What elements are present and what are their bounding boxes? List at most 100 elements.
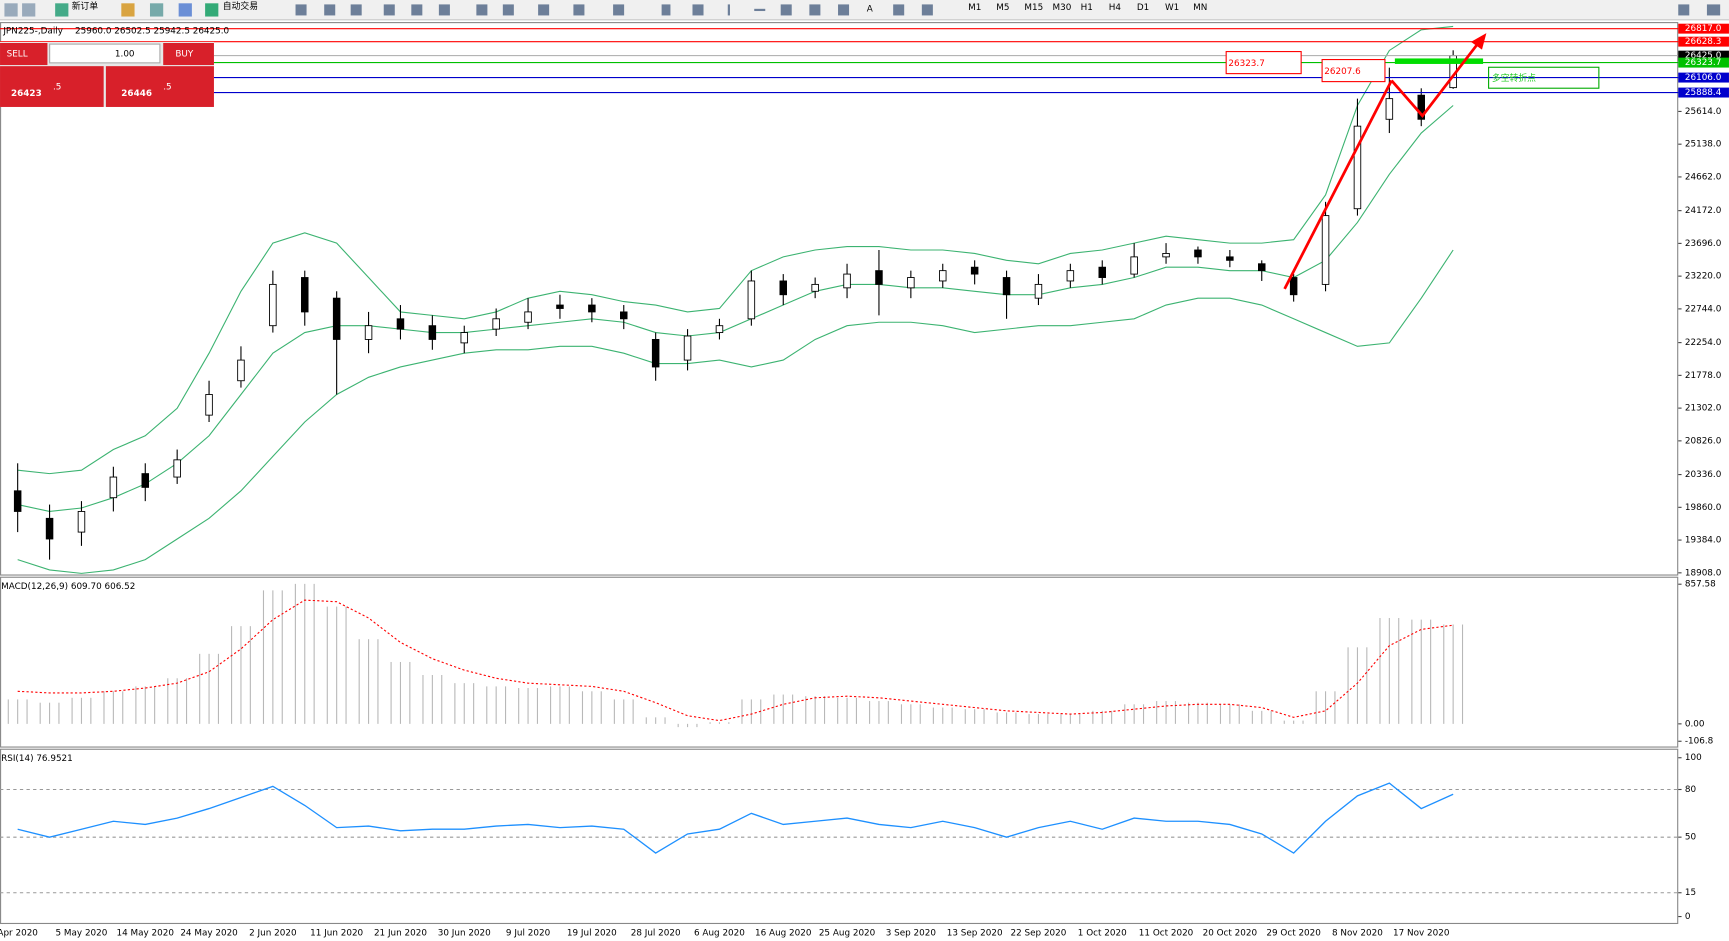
rsi-panel (0, 748, 1679, 925)
candle-body (907, 277, 915, 289)
x-tick-label: 28 Jul 2020 (631, 928, 681, 938)
arrow-head (1470, 33, 1487, 50)
candle-body (1130, 256, 1138, 275)
candle-body (45, 517, 54, 540)
icon[interactable] (55, 3, 69, 17)
timeframe[interactable]: M15 (1024, 3, 1043, 13)
x-tick-label: 5 May 2020 (56, 928, 108, 938)
lot-value[interactable]: 1.00 (115, 50, 135, 60)
rsi-line (17, 782, 1454, 854)
sell-price-box[interactable] (0, 66, 104, 107)
candle-body (970, 266, 979, 275)
candle-body (1034, 283, 1043, 299)
sell-button[interactable] (0, 43, 48, 66)
y-tick-label: 25614.0 (1685, 107, 1722, 117)
annotation: 26323.7 (1228, 59, 1264, 69)
candle-body (77, 511, 86, 533)
timeframe[interactable]: M30 (1053, 3, 1072, 13)
candle-body (651, 339, 660, 368)
y-tick-label: 20336.0 (1685, 470, 1722, 480)
x-tick-label: 13 Sep 2020 (947, 928, 1003, 938)
x-tick-label: 21 Jun 2020 (374, 928, 427, 938)
timeframe[interactable]: M5 (996, 3, 1009, 13)
candle-body (237, 359, 245, 382)
y-tick-label: 25138.0 (1685, 140, 1722, 150)
macd-title: MACD(12,26,9) 609.70 606.52 (1, 582, 135, 592)
candle-body (205, 394, 213, 416)
candle-body (1066, 270, 1075, 282)
candle-body (683, 335, 692, 361)
auto-trade[interactable]: 自动交易 (223, 0, 258, 12)
icon[interactable] (4, 3, 18, 17)
candle-body (779, 280, 788, 296)
candle-body (875, 270, 883, 285)
timeframe[interactable]: H1 (1081, 3, 1093, 13)
buy-price-box[interactable] (105, 66, 214, 107)
timeframe[interactable]: D1 (1137, 3, 1149, 13)
lot-field[interactable] (49, 43, 161, 64)
macd-chart: 857.58 0.00 -106.8 (7, 580, 1716, 747)
buy-button[interactable] (163, 43, 214, 66)
x-tick-label: Apr 2020 (0, 928, 38, 938)
macd-panel (0, 576, 1679, 748)
candle-body (843, 273, 851, 289)
candle-body (588, 304, 596, 313)
sell-price-frac: .5 (53, 83, 61, 93)
icon[interactable] (149, 3, 164, 17)
rsi-chart: 0 15 50 80 100 (0, 753, 1702, 922)
x-tick-label: 14 May 2020 (117, 928, 175, 938)
x-tick-label: 20 Oct 2020 (1203, 928, 1258, 938)
y-tick-label: 22254.0 (1685, 338, 1722, 348)
candle-body (173, 459, 181, 478)
y-tick-label: 50 (1685, 833, 1697, 843)
new-order[interactable]: 新订单 (72, 0, 99, 12)
x-tick-label: 9 Jul 2020 (506, 928, 551, 938)
y-tick-label: 0.00 (1685, 719, 1705, 729)
timeframes: M1 M5 M15 M30 H1 H4 D1 W1 MN (968, 3, 1207, 13)
icon[interactable] (205, 3, 219, 17)
timeframe[interactable]: W1 (1165, 3, 1179, 13)
annotation-box (1321, 59, 1386, 83)
candle-body (1226, 256, 1234, 261)
candle-body (1162, 253, 1170, 258)
candle-body (109, 476, 118, 499)
y-tick-label: 19860.0 (1685, 503, 1722, 513)
candle-body (1417, 94, 1425, 120)
x-tick-label: 24 May 2020 (180, 928, 238, 938)
x-tick-label: 16 Aug 2020 (755, 928, 812, 938)
sell-price: 26423 (11, 89, 42, 99)
level-tag (1678, 57, 1729, 68)
icon[interactable] (121, 3, 135, 17)
buy-price: 26446 (121, 89, 152, 99)
level-label: 25888.4 (1685, 88, 1722, 98)
icon[interactable] (178, 3, 192, 17)
toolbar-icons (295, 4, 1721, 16)
y-tick-label: 24662.0 (1685, 172, 1722, 182)
timeframe[interactable]: H4 (1109, 3, 1122, 13)
timeframe[interactable]: M1 (968, 3, 981, 13)
icon[interactable] (22, 3, 36, 17)
x-tick-label: 17 Nov 2020 (1393, 928, 1450, 938)
y-tick-label: 20826.0 (1685, 436, 1722, 446)
text-tool[interactable]: A (867, 4, 873, 14)
candle-body (492, 318, 500, 330)
x-tick-label: 1 Oct 2020 (1078, 928, 1127, 938)
x-tick-label: 8 Nov 2020 (1332, 928, 1383, 938)
timeframe[interactable]: MN (1193, 3, 1207, 13)
level-label: 26106.0 (1685, 73, 1722, 83)
candle-body (428, 325, 437, 340)
level-label: 26323.7 (1685, 58, 1721, 68)
sell-label[interactable]: SELL (7, 50, 28, 60)
candle-body (1258, 263, 1266, 272)
buy-label[interactable]: BUY (175, 50, 193, 60)
trade-panel: SELL 1.00 BUY 26423 .5 26446 .5 (0, 41, 214, 107)
y-tick-label: -106.8 (1685, 737, 1713, 747)
x-tick-label: 11 Oct 2020 (1139, 928, 1194, 938)
level-label: 26425.0 (1685, 51, 1722, 61)
candle-body (524, 311, 532, 323)
candle-body (1002, 277, 1011, 296)
y-tick-label: 15 (1685, 888, 1696, 898)
x-tick-label: 6 Aug 2020 (694, 928, 745, 938)
